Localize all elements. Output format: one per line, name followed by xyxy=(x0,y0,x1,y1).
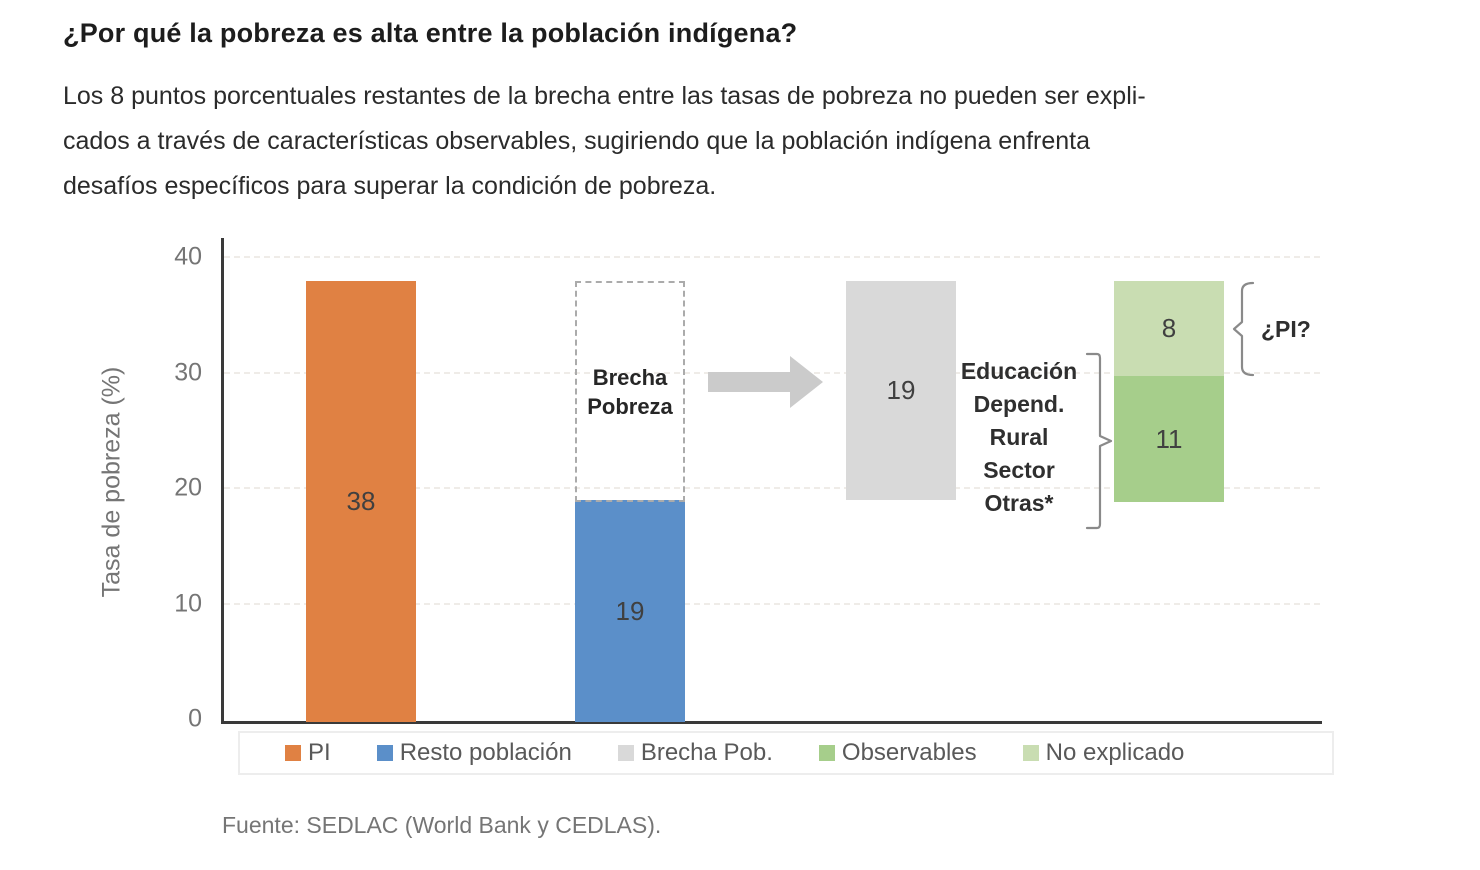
legend-swatch-brecha xyxy=(617,745,634,761)
bar-observables-value: 11 xyxy=(1155,423,1183,454)
legend-label: Resto población xyxy=(399,739,572,766)
bar-pi-value: 38 xyxy=(346,486,376,516)
intro-line: desafíos específicos para superar la con… xyxy=(63,172,717,200)
legend-item-brecha: Brecha Pob. xyxy=(617,739,773,767)
legend-label: No explicado xyxy=(1045,739,1185,766)
y-tick-0: 0 xyxy=(188,704,202,733)
brecha-pobreza-label: Brecha Pobreza xyxy=(587,364,673,419)
bar-resto-value: 19 xyxy=(615,595,645,626)
page-title: ¿Por qué la pobreza es alta entre la pob… xyxy=(63,18,798,48)
pi-question-label: ¿PI? xyxy=(1261,316,1311,342)
legend-swatch-resto xyxy=(376,745,393,761)
bar-observables: 11 xyxy=(1114,376,1224,502)
y-tick-40: 40 xyxy=(174,242,202,271)
bar-brecha-dashed-outline: Brecha Pobreza xyxy=(575,281,685,502)
legend-item-resto: Resto población xyxy=(376,739,572,767)
factor-item: Depend. xyxy=(973,391,1065,417)
factor-item: Otras* xyxy=(984,490,1054,516)
bar-no-explicado-value: 8 xyxy=(1161,313,1177,343)
gridline-10 xyxy=(224,603,1320,605)
bar-brecha-pob: 19 xyxy=(846,281,956,500)
right-arrow-icon xyxy=(708,356,823,408)
legend-label: PI xyxy=(308,739,331,766)
y-axis-title: Tasa de pobreza (%) xyxy=(97,366,126,598)
pi-question-brace-icon xyxy=(1232,281,1255,377)
legend-item-pi: PI xyxy=(285,739,331,767)
intro-line: Los 8 puntos porcentuales restantes de l… xyxy=(63,82,1146,110)
x-axis-line xyxy=(221,721,1322,724)
bar-brecha-pob-value: 19 xyxy=(886,375,916,405)
legend-item-observables: Observables xyxy=(818,739,977,767)
legend-swatch-observables xyxy=(818,745,835,761)
bar-no-explicado: 8 xyxy=(1114,281,1224,376)
legend-swatch-no-explicado xyxy=(1022,745,1039,761)
factor-item: Educación xyxy=(960,358,1078,384)
factor-item: Rural xyxy=(989,424,1049,450)
gridline-40 xyxy=(224,256,1320,258)
y-tick-30: 30 xyxy=(174,358,202,387)
legend-item-no-explicado: No explicado xyxy=(1022,739,1185,767)
intro-paragraph: Los 8 puntos porcentuales restantes de l… xyxy=(63,74,1353,209)
intro-line: cados a través de características observ… xyxy=(63,127,1091,155)
gridline-20 xyxy=(224,487,1320,489)
y-tick-20: 20 xyxy=(174,473,202,502)
y-tick-10: 10 xyxy=(174,589,202,618)
observable-factors-list: Educación Depend. Rural Sector Otras* xyxy=(950,355,1088,520)
legend-label: Observables xyxy=(841,739,977,766)
chart-legend: PI Resto población Brecha Pob. Observabl… xyxy=(238,731,1334,775)
y-axis-line xyxy=(221,238,224,724)
bar-pi: 38 xyxy=(306,281,416,722)
factor-item: Sector xyxy=(983,457,1055,483)
source-note: Fuente: SEDLAC (World Bank y CEDLAS). xyxy=(222,812,662,838)
bar-resto-poblacion: 19 xyxy=(575,500,685,722)
factors-brace-icon xyxy=(1085,352,1113,530)
legend-label: Brecha Pob. xyxy=(640,739,773,766)
legend-swatch-pi xyxy=(285,745,301,761)
